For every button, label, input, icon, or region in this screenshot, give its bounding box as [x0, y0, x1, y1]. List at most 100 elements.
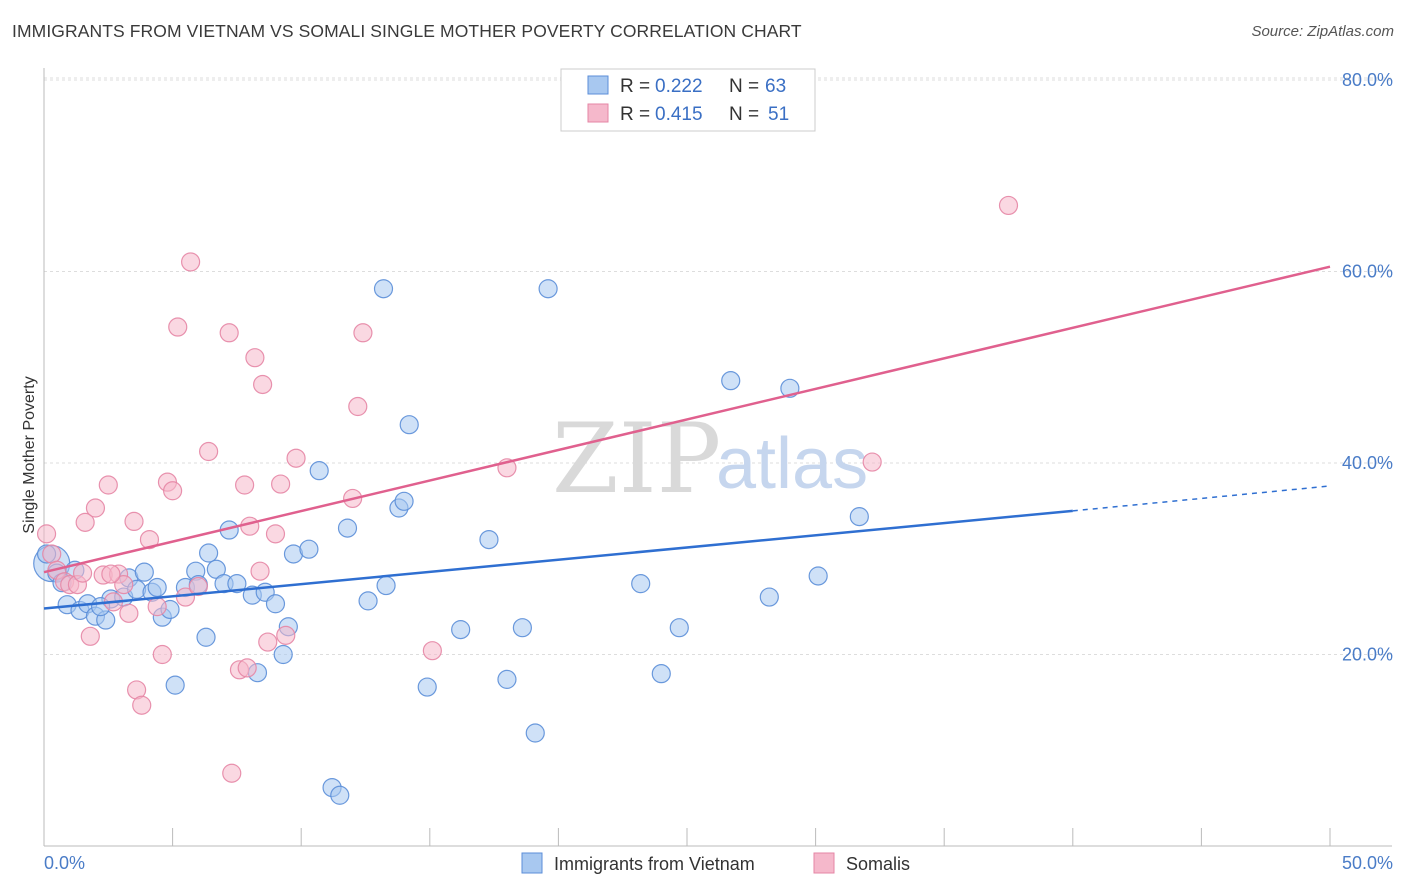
trendlines	[43, 265, 1331, 610]
vietnam-point	[497, 669, 517, 689]
somalis-point	[353, 323, 373, 343]
vietnam-point	[512, 618, 532, 638]
vietnam-point	[849, 507, 869, 527]
vietnam-point	[273, 644, 293, 665]
somalis-point	[253, 374, 273, 395]
somalis-point	[998, 195, 1019, 216]
somalis-point	[80, 626, 100, 646]
somalis-point	[152, 644, 172, 665]
x-tick-label-max: 50.0%	[1342, 853, 1393, 873]
somalis-point	[132, 695, 152, 715]
somalis-point	[258, 632, 278, 652]
vietnam-point	[358, 591, 378, 611]
vietnam-point	[721, 371, 741, 391]
somalis-point	[75, 512, 95, 532]
vietnam-point	[165, 675, 185, 695]
vietnam-point	[299, 539, 319, 559]
somalis-point	[72, 563, 93, 583]
vietnam-point	[417, 677, 437, 697]
vietnam-point	[196, 627, 216, 647]
vietnam-point	[199, 543, 219, 563]
somalis-point	[124, 511, 144, 532]
x-ticks	[43, 828, 1331, 846]
vietnam-point	[309, 461, 329, 481]
somalis-point	[119, 603, 139, 623]
somalis-point	[422, 641, 442, 661]
vietnam-point	[376, 575, 396, 596]
legend-n-value-somalis: 51	[768, 104, 789, 125]
legend-swatch-vietnam	[587, 75, 609, 95]
legend-n-value-vietnam: 63	[765, 76, 786, 97]
somalis-point	[271, 474, 291, 494]
chart-title: IMMIGRANTS FROM VIETNAM VS SOMALI SINGLE…	[12, 21, 802, 41]
vietnam-point	[808, 566, 828, 586]
somalis-point	[199, 441, 219, 462]
vietnam-point	[227, 574, 247, 594]
somalis-point	[240, 516, 260, 536]
x-tick-label-min: 0.0%	[44, 853, 85, 873]
y-tick-label-20: 20.0%	[1342, 645, 1393, 665]
somalis-point	[235, 475, 255, 495]
somalis-point	[85, 498, 106, 518]
vietnam-point	[631, 574, 651, 594]
source-label: Source: ZipAtlas.com	[1251, 23, 1394, 40]
vietnam-point	[399, 415, 419, 435]
legend-r-label-somalis: R =	[620, 104, 650, 125]
legend: R = 0.222 N = 63 R = 0.415 N = 51	[560, 68, 816, 132]
vietnam-point	[337, 518, 358, 538]
vietnam-point	[538, 279, 558, 299]
legend-n-label-somalis: N =	[729, 104, 759, 125]
somalis-point	[42, 544, 62, 564]
somalis-point	[222, 763, 242, 783]
vietnam-point	[651, 664, 671, 684]
vietnam-point	[479, 529, 499, 550]
somalis-point	[114, 575, 134, 595]
vietnam-point	[525, 723, 545, 743]
y-axis-label: Single Mother Poverty	[21, 376, 38, 533]
legend-swatch-somalis	[587, 103, 609, 123]
watermark-zip: ZIP	[552, 403, 721, 515]
bottom-legend-swatch-somalis	[813, 852, 835, 874]
bottom-legend-label-somalis: Somalis	[846, 854, 910, 874]
somalis-point	[181, 252, 201, 272]
vietnam-point	[394, 491, 414, 511]
somalis-point	[286, 448, 306, 468]
somalis-point	[101, 564, 121, 584]
somalis-point	[219, 323, 239, 343]
somalis-point	[139, 529, 160, 550]
somalis-point	[276, 625, 296, 645]
watermark: ZIP atlas	[552, 403, 868, 515]
somalis-point	[245, 348, 265, 368]
watermark-atlas: atlas	[716, 424, 868, 504]
somalis-point	[168, 317, 188, 337]
series-somalis-points	[36, 195, 1019, 783]
y-tick-label-80: 80.0%	[1342, 70, 1393, 90]
legend-n-label-vietnam: N =	[729, 76, 759, 97]
bottom-legend-swatch-vietnam	[521, 852, 543, 874]
somalis-point	[250, 561, 270, 581]
vietnam-point	[451, 620, 471, 640]
vietnam-point	[134, 562, 154, 582]
legend-r-label-vietnam: R =	[620, 76, 650, 97]
vietnam-point	[373, 279, 394, 299]
bottom-legend: Immigrants from Vietnam Somalis	[521, 852, 910, 874]
somalis-point	[265, 524, 286, 544]
gridlines	[44, 77, 1392, 655]
trendline-vietnam	[43, 509, 1073, 610]
somalis-point	[36, 524, 57, 544]
bottom-legend-label-vietnam: Immigrants from Vietnam	[554, 854, 755, 874]
axes	[43, 68, 1392, 847]
vietnam-point	[330, 785, 350, 805]
somalis-point	[862, 452, 882, 472]
y-tick-label-60: 60.0%	[1342, 262, 1393, 282]
somalis-point	[188, 576, 208, 597]
y-tick-labels: 20.0% 40.0% 60.0% 80.0%	[1342, 70, 1393, 665]
vietnam-point	[147, 577, 167, 598]
vietnam-point	[759, 587, 779, 607]
somalis-point	[237, 658, 257, 678]
y-tick-label-40: 40.0%	[1342, 453, 1393, 473]
vietnam-point	[265, 594, 286, 614]
somalis-point	[163, 481, 183, 501]
somalis-point	[348, 396, 368, 417]
legend-r-value-vietnam: 0.222	[655, 76, 703, 97]
